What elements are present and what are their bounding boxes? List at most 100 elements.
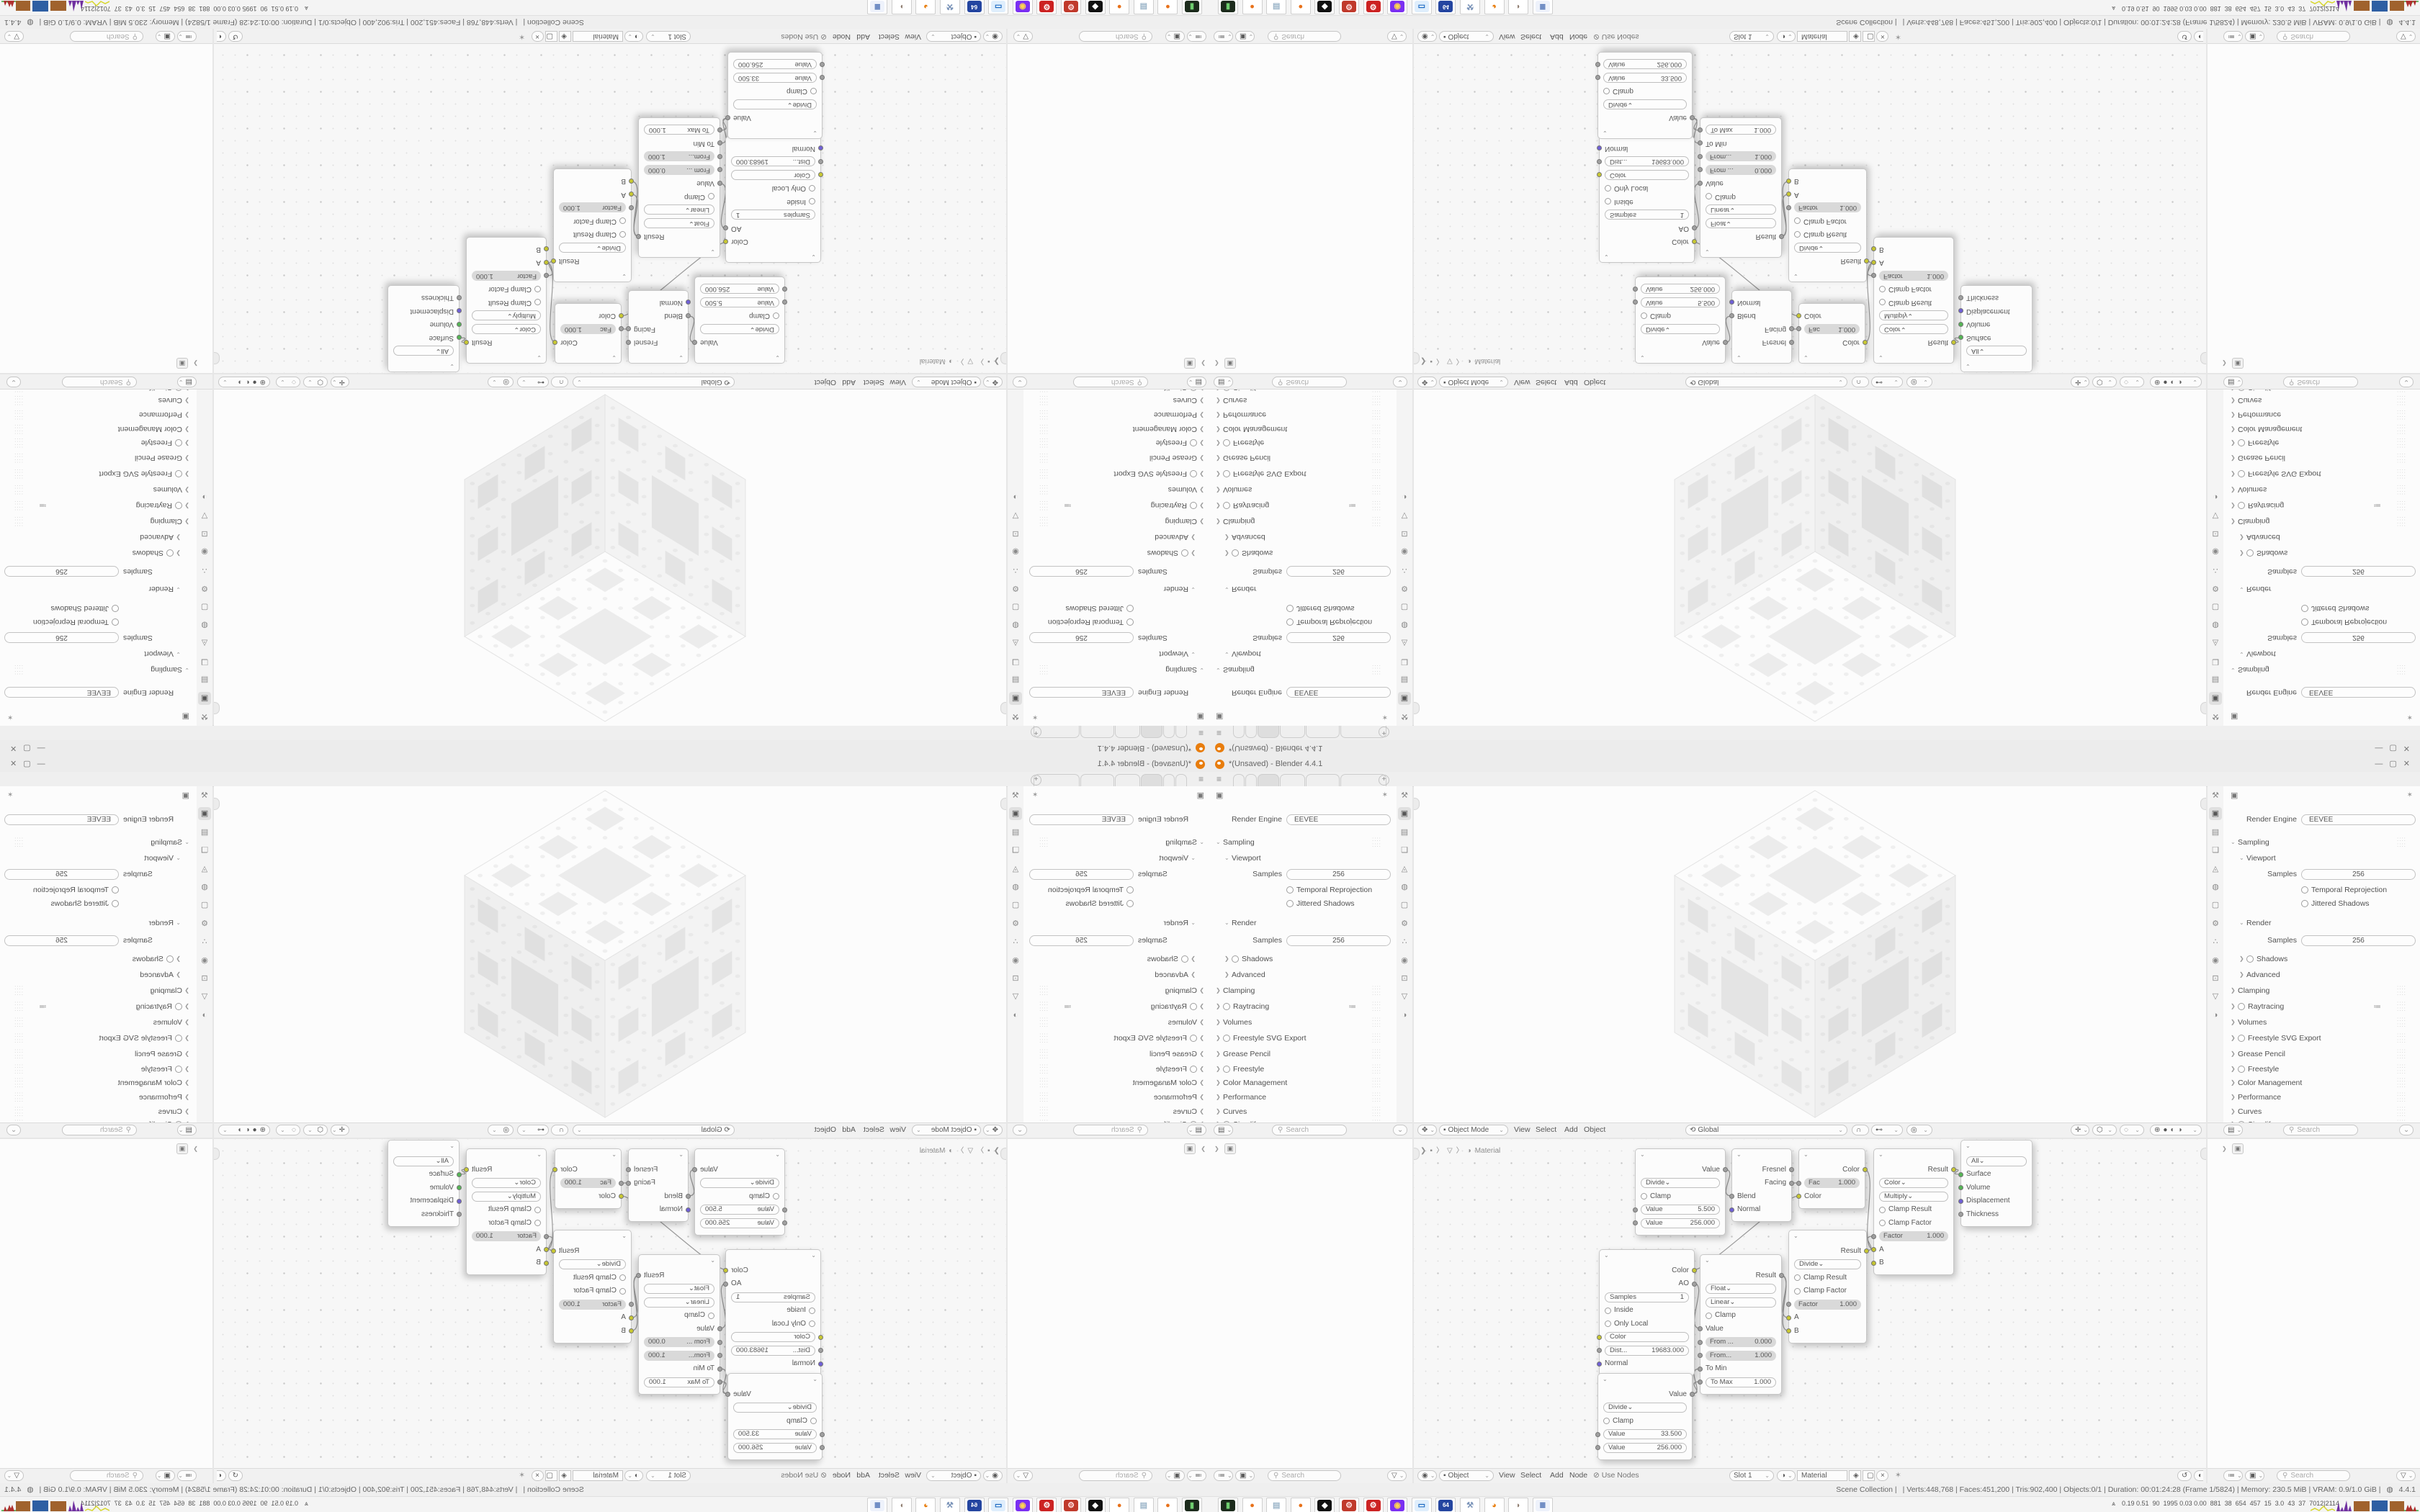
wireframe-shading-icon[interactable]: ⊕ <box>259 1125 266 1134</box>
menu-add[interactable]: Add <box>842 1125 856 1134</box>
constraints-icon[interactable]: ⊡ <box>1401 974 1408 983</box>
shader-type-dropdown[interactable]: ▪ Object ⌄ <box>926 31 981 42</box>
constraints-icon[interactable]: ⊡ <box>1012 974 1019 983</box>
scene-icon[interactable]: ◬ <box>2212 864 2219 873</box>
disclosure-icon[interactable]: ❯ <box>193 1145 198 1152</box>
node-value-field[interactable]: Samples 1 <box>1605 1292 1689 1302</box>
scene-icon[interactable]: ◬ <box>1012 639 1019 648</box>
modifiers-icon[interactable]: ⚙ <box>2212 919 2219 928</box>
object-icon[interactable]: ▢ <box>1011 602 1020 611</box>
socket-input[interactable] <box>629 179 634 184</box>
collapse-chevron-icon[interactable]: ⌄ <box>1966 1143 1971 1149</box>
viewport-3d[interactable]: ✥ ⌄ ▪ Object Mode ⌄ View Select Add Object … <box>214 374 1006 726</box>
view-layer-icon[interactable]: ❏ <box>1401 846 1408 855</box>
disclosure-icon[interactable]: ❯ <box>184 1019 189 1025</box>
node-value-field[interactable]: Color <box>1605 170 1689 180</box>
socket-input[interactable] <box>1796 313 1801 318</box>
properties-row-freestyle[interactable]: ❯ Freestyle:::: :::: <box>1216 437 1391 449</box>
collapse-chevron-icon[interactable]: ⌄ <box>622 273 627 279</box>
object-icon[interactable]: ▢ <box>200 901 209 910</box>
properties-row-clamping[interactable]: ❯ Clamping:::: :::: <box>1216 516 1391 528</box>
workspace-tab-4[interactable] <box>1280 774 1305 786</box>
disclosure-icon[interactable]: ❯ <box>2231 426 2236 433</box>
checkbox-circle[interactable] <box>1603 88 1610 94</box>
properties-row-sampling[interactable]: ⌄ Sampling:::: :::: <box>1029 664 1204 676</box>
properties-row-temporal-reprojection[interactable]: Temporal Reprojection <box>1286 616 1391 628</box>
node-dropdown[interactable]: Linear ⌄ <box>644 204 714 215</box>
node-row-only-local[interactable]: Only Local <box>1605 1318 1689 1330</box>
socket-input[interactable] <box>619 313 624 318</box>
checkbox-circle[interactable] <box>2238 1066 2245 1073</box>
disclosure-icon[interactable]: ❯ <box>1191 971 1196 978</box>
menu-object[interactable]: Object <box>814 1125 836 1134</box>
display-app-icon[interactable]: ▭ <box>1411 0 1432 14</box>
field-value[interactable]: 256 <box>1286 566 1391 577</box>
snap-target-icon[interactable]: ◐ <box>217 31 226 42</box>
menu-view[interactable]: View <box>905 32 921 41</box>
node-row-value[interactable]: Value 256.000 <box>700 1217 779 1229</box>
node-value-field[interactable]: From ... 0.000 <box>1706 1337 1776 1347</box>
constraints-icon[interactable]: ⊡ <box>2212 974 2219 983</box>
unlink-icon[interactable]: × <box>532 1470 544 1481</box>
node-dropdown[interactable]: All ⌄ <box>393 346 454 356</box>
properties-row-render[interactable]: ⌄ Render <box>1224 583 1391 595</box>
socket-input[interactable] <box>1729 313 1734 318</box>
node-value-field[interactable]: Color <box>731 1332 815 1342</box>
properties-row-clamping[interactable]: ❯ Clamping:::: :::: <box>1029 516 1204 528</box>
node-row-fac[interactable]: Fac 1.000 <box>1804 1177 1860 1189</box>
proportional-edit-dropdown[interactable]: ◎ ⌄ <box>1906 1125 1932 1135</box>
math-node[interactable]: ⌄ Value Divide ⌄ Clamp Value 33.500 Value 256.00… <box>725 1373 825 1460</box>
socket-output[interactable] <box>1723 1167 1728 1172</box>
snap-target-icon[interactable]: ◐ <box>2194 1470 2203 1481</box>
disclosure-icon[interactable]: ❯ <box>1216 1035 1221 1041</box>
checkbox-circle[interactable] <box>112 605 119 612</box>
socket-output[interactable] <box>692 1167 697 1172</box>
node-row-clamp-result[interactable]: Clamp Result <box>1879 297 1948 309</box>
shading-mode-group[interactable]: ⊕ ● ◐ ◑ ⌄ <box>218 377 270 387</box>
properties-row-sampling[interactable]: ⌄ Sampling:::: :::: <box>2231 837 2416 848</box>
gizmo-dropdown[interactable]: ✛ ⌄ <box>331 1125 349 1135</box>
socket-input[interactable] <box>717 181 722 186</box>
editor-type-dropdown[interactable]: ▤ ⌄ <box>2223 377 2243 387</box>
snap-target-icon[interactable]: ◐ <box>217 1470 226 1481</box>
properties-row-grease-pencil[interactable]: ❯ Grease Pencil:::: :::: <box>1216 452 1391 464</box>
properties-row-samples[interactable]: Samples 256 <box>1210 632 1391 644</box>
material-icon[interactable]: ◑ <box>2213 492 2218 502</box>
header-options-dropdown[interactable]: ⌄ <box>6 377 21 387</box>
socket-input[interactable] <box>818 1348 823 1353</box>
disclosure-icon[interactable]: ❯ <box>176 971 181 978</box>
layer-weight-node[interactable]: ⌄ Fresnel Facing Blend Normal <box>1729 1148 1794 1222</box>
checkbox-circle[interactable] <box>166 549 174 557</box>
display-mode-dropdown[interactable]: ≔ ⌄ <box>177 31 197 42</box>
checkbox-circle[interactable] <box>1794 217 1801 225</box>
header-options-dropdown[interactable]: ⌄ <box>2399 377 2414 387</box>
socket-input[interactable] <box>1796 326 1801 332</box>
node-value-field[interactable]: Value 33.500 <box>733 1429 817 1439</box>
node-row-fac[interactable]: Fac 1.000 <box>560 1177 616 1189</box>
material-browse-dropdown[interactable]: ◑ ⌄ <box>624 31 643 42</box>
shader-node-editor[interactable]: ❯ ▪ 〉 ▽ 〉 ◑ Material ⌄ Value Divide ⌄ Clamp Valu… <box>1414 1139 2206 1483</box>
socket-input[interactable] <box>818 159 823 164</box>
socket-input[interactable] <box>1958 308 1963 314</box>
socket-input[interactable] <box>1958 295 1963 300</box>
disclosure-icon[interactable]: ❯ <box>1216 1019 1221 1025</box>
constraints-icon[interactable]: ⊡ <box>1401 529 1408 538</box>
transform-orientation-dropdown[interactable]: ⟲ Global ⌄ <box>1685 1125 1847 1135</box>
display-app-icon[interactable]: ▭ <box>1411 1498 1432 1512</box>
add-workspace-button[interactable]: + <box>1379 775 1389 786</box>
properties-row-performance[interactable]: ❯ Performance:::: :::: <box>1216 1092 1391 1103</box>
properties-row-advanced[interactable]: ❯ Advanced <box>1029 531 1196 543</box>
node-value-field[interactable]: From... 1.000 <box>644 1350 714 1361</box>
properties-row-shadows[interactable]: ❯ Shadows <box>2239 953 2416 965</box>
checkbox-circle[interactable] <box>1223 470 1230 477</box>
socket-input[interactable] <box>820 62 825 67</box>
field-value[interactable]: 256 <box>1029 935 1134 946</box>
socket-output[interactable] <box>723 1268 728 1273</box>
overlays-dropdown[interactable]: ⬡ ⌄ <box>2092 377 2117 387</box>
disclosure-icon[interactable]: ❯ <box>1216 518 1221 525</box>
snap-target-icon[interactable]: ◐ <box>2194 31 2203 42</box>
solid-shading-icon[interactable]: ● <box>252 1125 257 1134</box>
tool-icon[interactable]: ⚒ <box>1012 791 1019 800</box>
node-value-field[interactable]: To Max 1.000 <box>644 125 714 135</box>
disclosure-icon[interactable]: ⌄ <box>1224 855 1229 861</box>
